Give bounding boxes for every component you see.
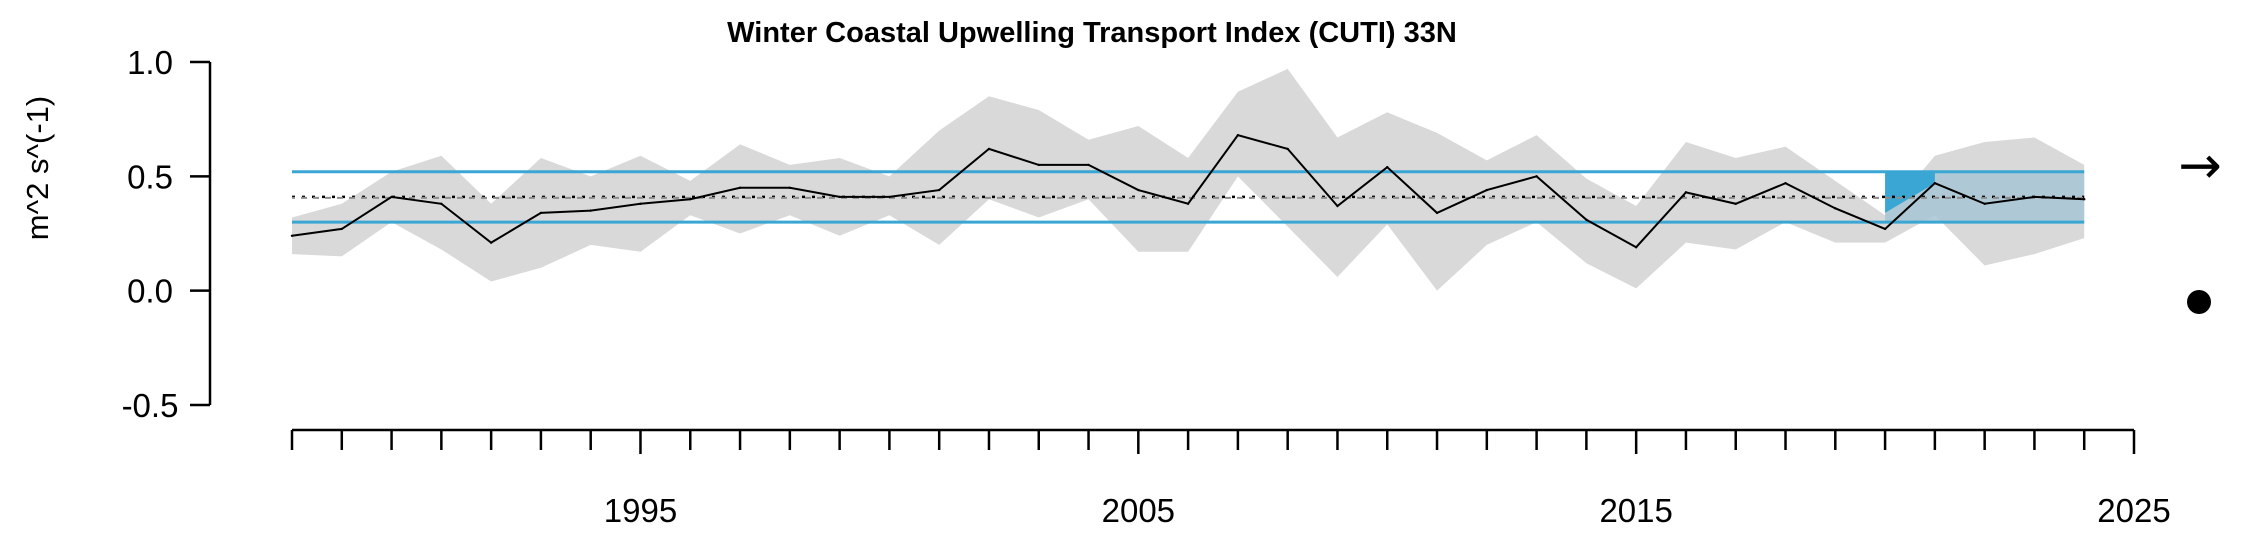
status-dot-icon	[2187, 290, 2211, 314]
data-point	[1585, 218, 1588, 221]
data-point	[1286, 147, 1289, 151]
data-point	[1834, 207, 1837, 210]
data-point	[1485, 188, 1489, 192]
data-point	[340, 227, 343, 231]
chart-title: Winter Coastal Upwelling Transport Index…	[727, 17, 1457, 49]
data-point	[689, 198, 692, 201]
data-point	[987, 147, 991, 151]
data-point	[838, 195, 841, 199]
plot-area	[290, 68, 2086, 291]
data-point	[589, 209, 592, 212]
data-point	[2033, 195, 2036, 199]
data-point	[539, 211, 543, 215]
data-point	[1634, 246, 1638, 249]
data-point	[1734, 202, 1737, 205]
data-point	[489, 241, 493, 244]
x-axis: 1995 2005 2015 2025	[290, 428, 2171, 529]
data-point	[1336, 204, 1339, 208]
y-tick-label: 0.0	[127, 273, 173, 310]
y-axis-label: m^2 s^(-1)	[20, 96, 55, 240]
data-point	[1684, 191, 1688, 194]
data-point	[937, 188, 941, 192]
data-point	[639, 202, 642, 205]
x-tick-label: 2005	[1102, 492, 1175, 529]
data-point	[1186, 202, 1190, 205]
data-point	[1087, 163, 1090, 167]
data-point	[738, 186, 742, 189]
data-point	[2083, 198, 2086, 201]
data-point	[1535, 175, 1538, 178]
data-point	[1137, 188, 1140, 192]
y-tick-label: 1.0	[127, 44, 173, 81]
data-point	[290, 234, 294, 237]
x-tick-label: 2015	[1599, 492, 1672, 529]
data-point	[1386, 165, 1389, 169]
data-point	[1983, 202, 1986, 205]
x-tick-label: 1995	[604, 492, 677, 529]
data-point	[1236, 133, 1240, 137]
data-point	[1784, 181, 1787, 185]
data-point	[1883, 227, 1887, 231]
uncertainty-band	[292, 68, 2085, 291]
y-tick-label: 0.5	[127, 158, 173, 195]
y-axis: -0.5 0.0 0.5 1.0	[122, 44, 212, 424]
data-point	[888, 195, 891, 199]
data-point	[1037, 163, 1040, 167]
data-point	[1435, 211, 1439, 215]
trend-arrow-icon: →	[2178, 136, 2222, 196]
y-tick-label: -0.5	[122, 387, 179, 424]
data-point	[1933, 181, 1937, 185]
recent-window-highlight	[1885, 171, 1935, 213]
data-point	[788, 186, 792, 189]
data-point	[440, 202, 443, 205]
data-point	[390, 195, 393, 199]
x-tick-label: 2025	[2097, 492, 2170, 529]
